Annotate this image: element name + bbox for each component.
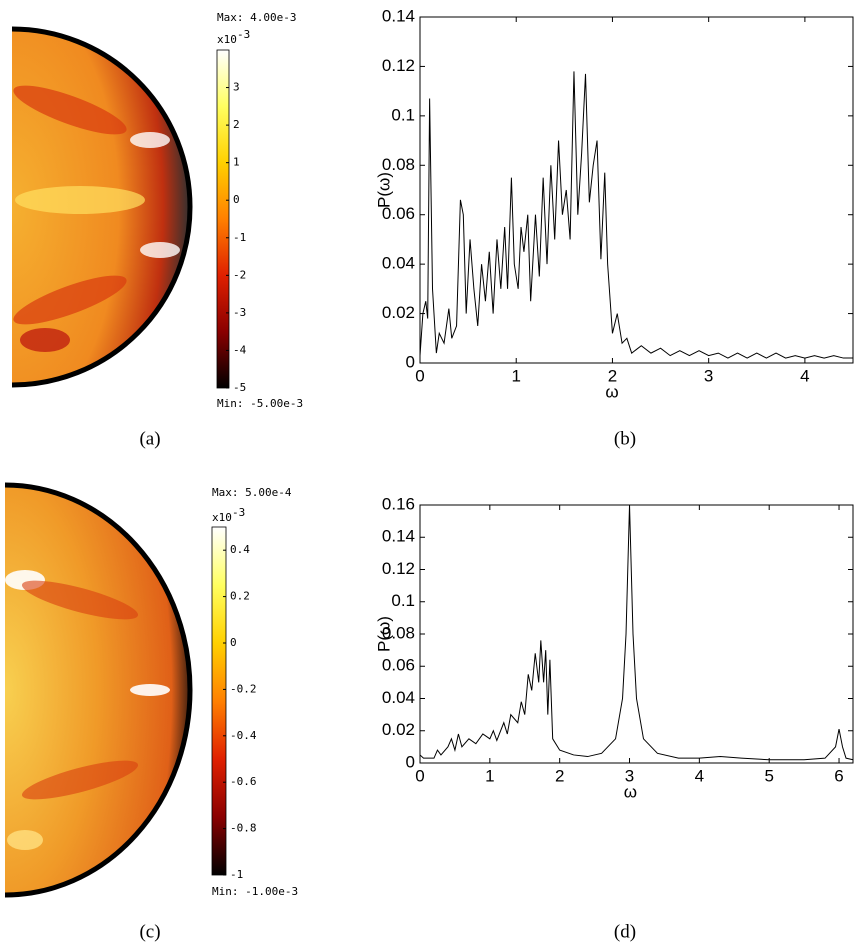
y-tick-label: 0.1 [391, 591, 415, 610]
x-tick-label: 0 [415, 366, 424, 385]
max-label: Max: 4.00e-3 [217, 11, 296, 24]
y-axis-label: P(ω) [374, 616, 393, 652]
y-tick-label: 0.16 [382, 494, 415, 513]
x-tick-label: 4 [695, 766, 704, 785]
x-axis-label: ω [605, 382, 618, 401]
y-tick-label: 0.12 [382, 56, 415, 75]
max-label: Max: 5.00e-4 [212, 486, 292, 499]
y-tick-label: 0.04 [382, 254, 415, 273]
y-tick-label: 0 [406, 352, 415, 371]
colorbar-tick-label: -2 [233, 268, 246, 281]
x-tick-label: 3 [625, 766, 634, 785]
x-tick-label: 5 [764, 766, 773, 785]
colorbar-tick-label: 0 [230, 636, 237, 649]
colorbar-tick-label: 0.2 [230, 590, 250, 603]
axes-frame [419, 504, 854, 764]
x-tick-label: 3 [704, 366, 713, 385]
min-label: Min: -5.00e-3 [217, 397, 303, 410]
y-tick-label: 0.08 [382, 623, 415, 642]
y-tick-label: 0.02 [382, 720, 415, 739]
y-tick-label: 0.04 [382, 688, 415, 707]
y-tick-label: 0.12 [382, 559, 415, 578]
y-tick-label: 0.06 [382, 656, 415, 675]
min-label: Min: -1.00e-3 [212, 885, 298, 898]
colorbar-tick-label: -5 [233, 381, 246, 394]
colorbar-tick-label: -4 [233, 343, 247, 356]
colorbar-tick-label: 0.4 [230, 543, 250, 556]
colorbar-tick-label: 1 [233, 156, 240, 169]
y-tick-label: 0.14 [382, 527, 415, 546]
x-tick-label: 2 [608, 366, 617, 385]
line-series [419, 71, 853, 359]
field-plot-c [4, 482, 193, 898]
multiplier-exponent: -3 [232, 506, 245, 519]
colorbar-tick-label: 3 [233, 81, 240, 94]
field-plot-a [11, 26, 193, 388]
x-tick-label: 1 [511, 366, 520, 385]
colorbar-tick-label: -0.8 [230, 822, 257, 835]
colorbar-tick-label: -3 [233, 306, 246, 319]
colorbar-tick-label: -0.4 [230, 729, 257, 742]
axes-frame [419, 16, 854, 364]
colorbar-tick-label: -0.6 [230, 775, 257, 788]
panel-caption: (c) [139, 921, 160, 942]
panel-caption: (d) [614, 921, 636, 942]
y-tick-label: 0.06 [382, 204, 415, 223]
colorbar-tick-label: -0.2 [230, 682, 257, 695]
colorbar-tick-label: -1 [233, 231, 246, 244]
colorbar [216, 49, 230, 389]
multiplier-exponent: -3 [237, 28, 250, 41]
multiplier-base: x10 [217, 33, 237, 46]
colorbar [211, 526, 227, 876]
x-tick-label: 1 [485, 766, 494, 785]
x-axis-label: ω [624, 782, 637, 801]
x-tick-label: 0 [415, 766, 424, 785]
y-tick-label: 0.02 [382, 303, 415, 322]
colorbar-tick-label: -1 [230, 868, 243, 881]
panel-caption: (b) [614, 428, 636, 449]
y-tick-label: 0.08 [382, 155, 415, 174]
y-axis-label: P(ω) [374, 172, 393, 208]
x-tick-label: 4 [800, 366, 809, 385]
x-tick-label: 2 [555, 766, 564, 785]
y-tick-label: 0 [406, 752, 415, 771]
y-tick-label: 0.1 [391, 105, 415, 124]
panel-caption: (a) [139, 428, 160, 449]
colorbar-tick-label: 2 [233, 118, 240, 131]
line-series [419, 504, 854, 761]
multiplier-base: x10 [212, 511, 232, 524]
colorbar-tick-label: 0 [233, 193, 240, 206]
y-tick-label: 0.14 [382, 6, 415, 25]
x-tick-label: 6 [834, 766, 843, 785]
